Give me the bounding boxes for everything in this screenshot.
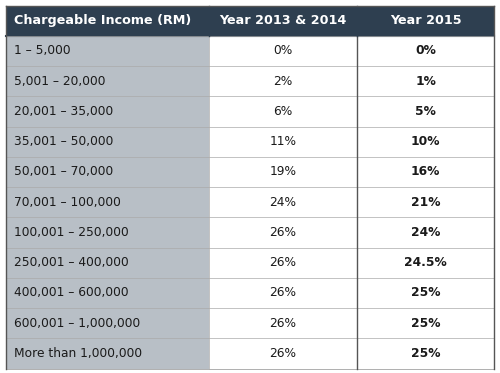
Text: 5,001 – 20,000: 5,001 – 20,000 bbox=[14, 75, 105, 88]
Text: 35,001 – 50,000: 35,001 – 50,000 bbox=[14, 135, 113, 148]
Bar bbox=[358, 248, 494, 278]
Bar bbox=[358, 278, 494, 308]
Text: 19%: 19% bbox=[270, 166, 296, 178]
Bar bbox=[208, 217, 358, 248]
Bar bbox=[208, 126, 358, 157]
Bar bbox=[358, 126, 494, 157]
Bar bbox=[208, 187, 358, 217]
Bar bbox=[208, 96, 358, 126]
Bar bbox=[6, 187, 208, 217]
Text: 16%: 16% bbox=[411, 166, 440, 178]
Text: 26%: 26% bbox=[270, 256, 296, 269]
Text: 25%: 25% bbox=[411, 286, 440, 300]
Text: 26%: 26% bbox=[270, 347, 296, 360]
Bar bbox=[358, 6, 494, 36]
Bar bbox=[6, 278, 208, 308]
Bar bbox=[6, 66, 208, 96]
Text: Year 2013 & 2014: Year 2013 & 2014 bbox=[220, 14, 346, 27]
Bar bbox=[358, 36, 494, 66]
Text: 50,001 – 70,000: 50,001 – 70,000 bbox=[14, 166, 113, 178]
Text: 1%: 1% bbox=[415, 75, 436, 88]
Text: 2%: 2% bbox=[274, 75, 292, 88]
Bar bbox=[358, 187, 494, 217]
Text: 21%: 21% bbox=[411, 196, 440, 209]
Text: 0%: 0% bbox=[274, 44, 292, 57]
Bar bbox=[208, 248, 358, 278]
Bar bbox=[358, 157, 494, 187]
Bar bbox=[208, 157, 358, 187]
Text: 600,001 – 1,000,000: 600,001 – 1,000,000 bbox=[14, 317, 140, 330]
Bar bbox=[208, 6, 358, 36]
Text: 25%: 25% bbox=[411, 347, 440, 360]
Text: 26%: 26% bbox=[270, 226, 296, 239]
Text: 24%: 24% bbox=[411, 226, 440, 239]
Bar bbox=[208, 308, 358, 338]
Text: 24.5%: 24.5% bbox=[404, 256, 447, 269]
Bar bbox=[358, 308, 494, 338]
Bar bbox=[6, 338, 208, 369]
Bar bbox=[6, 96, 208, 126]
Bar bbox=[6, 308, 208, 338]
Text: 5%: 5% bbox=[415, 105, 436, 118]
Text: 26%: 26% bbox=[270, 317, 296, 330]
Text: Year 2015: Year 2015 bbox=[390, 14, 462, 27]
Text: 11%: 11% bbox=[270, 135, 296, 148]
Bar bbox=[208, 66, 358, 96]
Bar bbox=[358, 66, 494, 96]
Text: 26%: 26% bbox=[270, 286, 296, 300]
Bar bbox=[358, 338, 494, 369]
Text: More than 1,000,000: More than 1,000,000 bbox=[14, 347, 141, 360]
Bar bbox=[6, 126, 208, 157]
Bar bbox=[6, 217, 208, 248]
Text: 0%: 0% bbox=[415, 44, 436, 57]
Text: Chargeable Income (RM): Chargeable Income (RM) bbox=[14, 14, 191, 27]
Bar bbox=[6, 6, 208, 36]
Text: 250,001 – 400,000: 250,001 – 400,000 bbox=[14, 256, 128, 269]
Text: 100,001 – 250,000: 100,001 – 250,000 bbox=[14, 226, 128, 239]
Text: 1 – 5,000: 1 – 5,000 bbox=[14, 44, 70, 57]
Text: 25%: 25% bbox=[411, 317, 440, 330]
Bar bbox=[208, 338, 358, 369]
Bar bbox=[6, 248, 208, 278]
Text: 6%: 6% bbox=[274, 105, 292, 118]
Bar bbox=[358, 217, 494, 248]
Text: 10%: 10% bbox=[411, 135, 440, 148]
Bar bbox=[208, 278, 358, 308]
Bar bbox=[6, 157, 208, 187]
Text: 70,001 – 100,000: 70,001 – 100,000 bbox=[14, 196, 120, 209]
Text: 400,001 – 600,000: 400,001 – 600,000 bbox=[14, 286, 128, 300]
Text: 24%: 24% bbox=[270, 196, 296, 209]
Bar bbox=[208, 36, 358, 66]
Bar bbox=[358, 96, 494, 126]
Text: 20,001 – 35,000: 20,001 – 35,000 bbox=[14, 105, 113, 118]
Bar bbox=[6, 36, 208, 66]
